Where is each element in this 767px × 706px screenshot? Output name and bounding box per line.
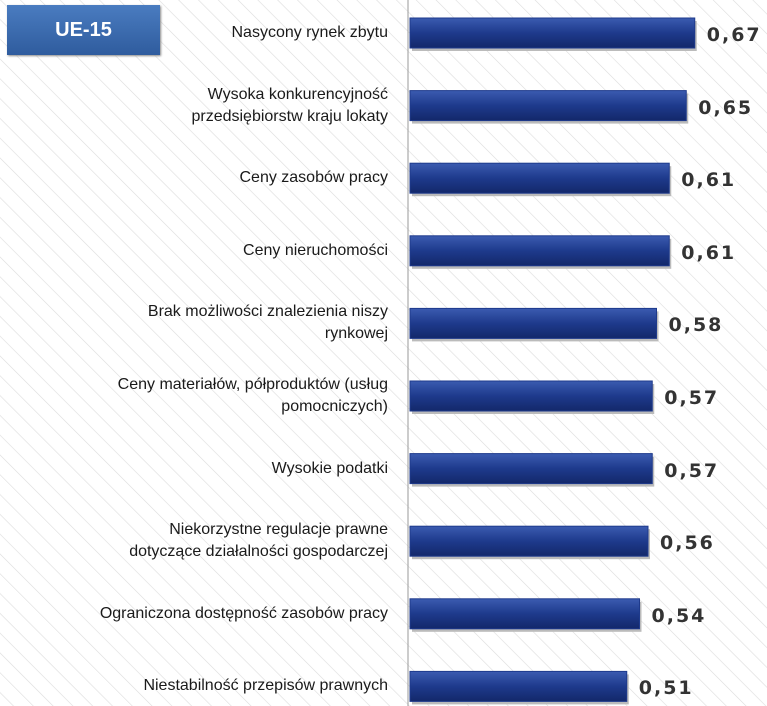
bar (409, 307, 657, 339)
value-label: 0,57 (664, 459, 720, 482)
bar (409, 90, 687, 122)
bar (409, 670, 628, 702)
category-label: Niestabilność przepisów prawnych (143, 677, 388, 695)
bar (409, 525, 649, 557)
value-label: 0,58 (668, 314, 724, 337)
value-label: 0,67 (706, 24, 762, 46)
bar (409, 598, 640, 630)
category-label: Ceny nieruchomości (243, 241, 388, 259)
value-label: 0,61 (681, 241, 737, 264)
value-label: 0,56 (660, 532, 715, 555)
value-label: 0,54 (651, 604, 707, 627)
category-label: Ograniczona dostępność zasobów pracy (99, 604, 388, 622)
bar (409, 453, 653, 485)
bar (409, 162, 670, 194)
category-label: Ceny materiałów, półproduktów (usług pom… (117, 376, 388, 415)
category-label: Wysoka konkurencyjność przedsiębiorstw k… (191, 85, 388, 125)
category-label: Ceny zasobów pracy (239, 169, 388, 187)
value-label: 0,61 (681, 169, 737, 192)
badge: UE-15 (7, 5, 160, 55)
category-label: Wysokie podatki (271, 459, 388, 477)
value-label: 0,51 (638, 677, 694, 700)
bar (409, 235, 670, 267)
value-label: 0,65 (698, 96, 754, 119)
bar (409, 17, 696, 49)
category-label: Niekorzystne regulacje prawne dotyczące … (129, 521, 388, 561)
value-label: 0,57 (664, 387, 720, 409)
bar (409, 380, 653, 412)
category-label: Nasycony rynek zbytu (231, 24, 388, 41)
category-label: Brak możliwości znalezienia niszy rynkow… (147, 303, 388, 343)
